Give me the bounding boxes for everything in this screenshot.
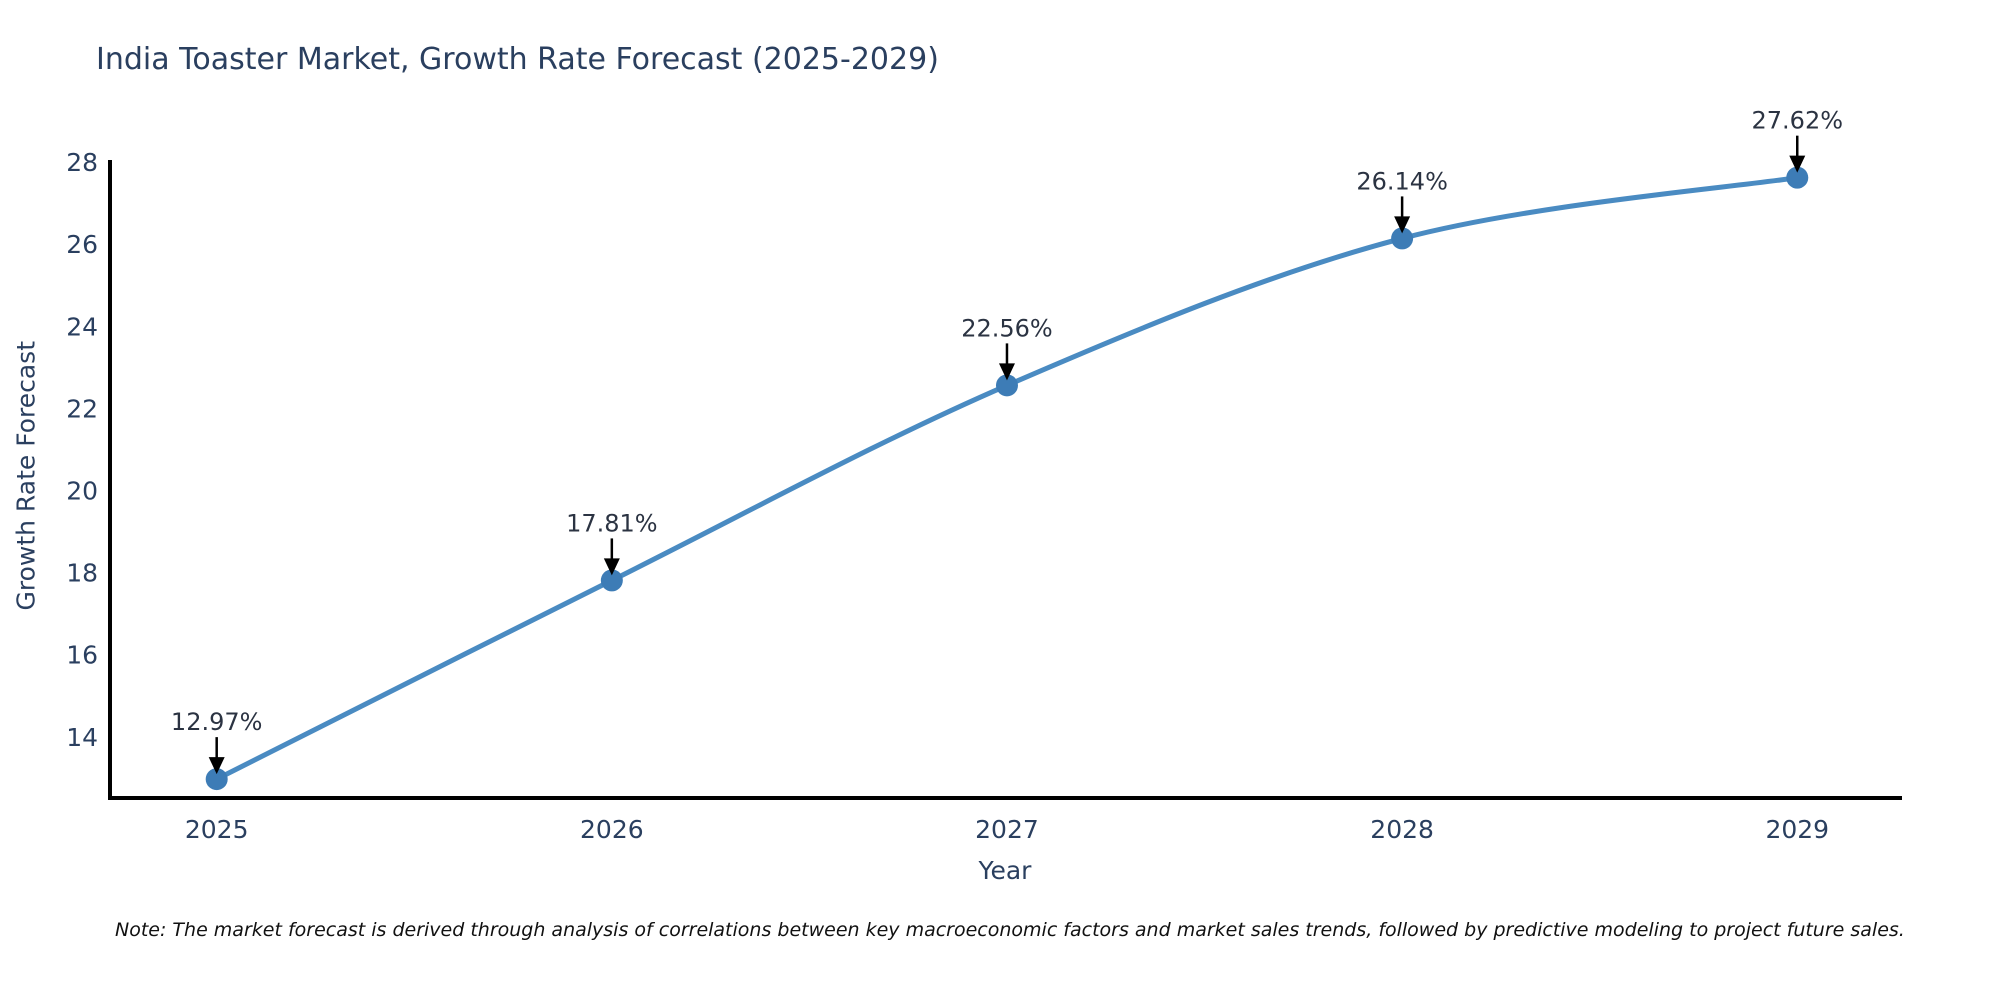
y-tick-label: 22 — [66, 394, 98, 423]
annotation-arrow-head — [603, 558, 620, 576]
series-line — [214, 175, 1800, 782]
annotation-arrow-head — [998, 363, 1015, 381]
data-point-marker — [1786, 166, 1809, 189]
y-tick-label: 24 — [66, 312, 98, 341]
x-tick-label: 2028 — [1370, 815, 1434, 844]
annotation-arrow-head — [1789, 155, 1806, 173]
x-tick-label: 2027 — [975, 815, 1039, 844]
annotation-arrow-head — [208, 757, 225, 775]
y-tick-label: 18 — [66, 559, 98, 588]
y-tick-label: 16 — [66, 641, 98, 670]
x-tick-label: 2029 — [1765, 815, 1829, 844]
y-tick-label: 26 — [66, 230, 98, 259]
footnote: Note: The market forecast is derived thr… — [115, 919, 1905, 941]
y-tick-label: 14 — [66, 723, 98, 752]
axes-lines — [108, 160, 1902, 800]
y-tick-label: 28 — [66, 148, 98, 177]
annotation-arrow-head — [1394, 216, 1411, 234]
data-point-marker — [1391, 227, 1414, 250]
data-point-label: 12.97% — [171, 708, 263, 736]
y-axis-title: Growth Rate Forecast — [11, 341, 41, 611]
data-point-marker — [205, 768, 228, 791]
data-point-label: 27.62% — [1752, 107, 1844, 135]
data-point-label: 22.56% — [961, 314, 1053, 342]
x-tick-label: 2026 — [580, 815, 644, 844]
data-point-marker — [995, 374, 1018, 397]
data-point-label: 26.14% — [1356, 167, 1448, 195]
data-point-marker — [600, 569, 623, 592]
chart-title: India Toaster Market, Growth Rate Foreca… — [96, 42, 939, 77]
x-tick-label: 2025 — [185, 815, 249, 844]
data-point-label: 17.81% — [566, 509, 658, 537]
y-tick-label: 20 — [66, 476, 98, 505]
x-axis-title: Year — [978, 856, 1032, 885]
